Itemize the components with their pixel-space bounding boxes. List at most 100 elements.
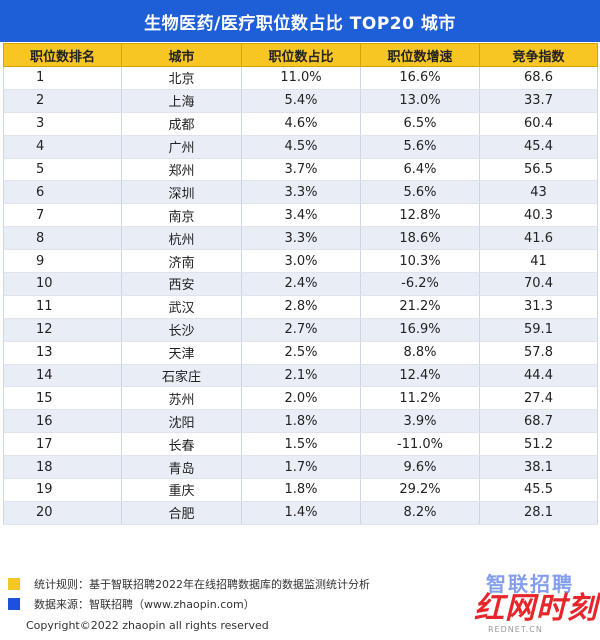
cell-share: 2.5% [241, 341, 361, 365]
cell-rank: 14 [3, 364, 122, 388]
table-row: 16 沈阳 1.8% 3.9% 68.7 [3, 409, 598, 434]
cell-rank: 17 [3, 432, 122, 457]
blue-square-icon [8, 598, 20, 610]
header-index: 竞争指数 [479, 43, 598, 67]
cell-share: 3.3% [241, 180, 361, 205]
cell-index: 45.4 [479, 135, 598, 159]
cell-growth: 16.9% [360, 318, 480, 342]
yellow-square-icon [8, 578, 20, 590]
table-row: 4 广州 4.5% 5.6% 45.4 [3, 135, 598, 159]
cell-city: 合肥 [121, 501, 242, 525]
cell-share: 3.0% [241, 249, 361, 274]
cell-city: 南京 [121, 203, 242, 228]
cell-index: 33.7 [479, 89, 598, 113]
header-city: 城市 [121, 43, 242, 67]
cell-growth: 6.5% [360, 112, 480, 136]
table-row: 5 郑州 3.7% 6.4% 56.5 [3, 158, 598, 182]
page-title: 生物医药/医疗职位数占比 TOP20 城市 [0, 0, 600, 42]
cell-city: 济南 [121, 249, 242, 274]
cell-rank: 6 [3, 180, 122, 205]
cell-share: 3.7% [241, 158, 361, 182]
table-row: 7 南京 3.4% 12.8% 40.3 [3, 203, 598, 228]
table-row: 10 西安 2.4% -6.2% 70.4 [3, 272, 598, 296]
cell-rank: 4 [3, 135, 122, 159]
cell-city: 广州 [121, 135, 242, 159]
cell-growth: 16.6% [360, 66, 480, 90]
cell-city: 天津 [121, 341, 242, 365]
cell-index: 68.7 [479, 409, 598, 434]
cell-city: 杭州 [121, 226, 242, 251]
note-source: 数据来源：智联招聘（www.zhaopin.com） [8, 594, 488, 614]
cell-rank: 18 [3, 455, 122, 480]
cell-share: 2.0% [241, 386, 361, 411]
cell-index: 59.1 [479, 318, 598, 342]
cell-index: 31.3 [479, 295, 598, 319]
note-rule-text: 统计规则：基于智联招聘2022年在线招聘数据库的数据监测统计分析 [34, 578, 370, 591]
table-row: 14 石家庄 2.1% 12.4% 44.4 [3, 364, 598, 388]
cell-index: 68.6 [479, 66, 598, 90]
cell-index: 41 [479, 249, 598, 274]
cell-index: 41.6 [479, 226, 598, 251]
cell-index: 51.2 [479, 432, 598, 457]
ranking-table: 职位数排名 城市 职位数占比 职位数增速 竞争指数 1 北京 11.0% 16.6% 6… [3, 43, 598, 525]
zhaopin-logo: 智联招聘 [486, 572, 574, 596]
cell-city: 青岛 [121, 455, 242, 480]
cell-growth: 8.8% [360, 341, 480, 365]
cell-rank: 3 [3, 112, 122, 136]
table-row: 2 上海 5.4% 13.0% 33.7 [3, 89, 598, 113]
table-row: 6 深圳 3.3% 5.6% 43 [3, 180, 598, 205]
cell-growth: 12.8% [360, 203, 480, 228]
cell-city: 长沙 [121, 318, 242, 342]
cell-rank: 8 [3, 226, 122, 251]
cell-growth: 10.3% [360, 249, 480, 274]
cell-index: 40.3 [479, 203, 598, 228]
cell-share: 3.3% [241, 226, 361, 251]
cell-growth: 21.2% [360, 295, 480, 319]
table-row: 13 天津 2.5% 8.8% 57.8 [3, 341, 598, 365]
table-row: 9 济南 3.0% 10.3% 41 [3, 249, 598, 274]
cell-rank: 11 [3, 295, 122, 319]
cell-rank: 16 [3, 409, 122, 434]
cell-index: 38.1 [479, 455, 598, 480]
cell-index: 43 [479, 180, 598, 205]
cell-city: 郑州 [121, 158, 242, 182]
table-row: 11 武汉 2.8% 21.2% 31.3 [3, 295, 598, 319]
table-row: 18 青岛 1.7% 9.6% 38.1 [3, 455, 598, 480]
cell-rank: 12 [3, 318, 122, 342]
watermark-sub: REDNET.CN [488, 625, 543, 634]
cell-index: 60.4 [479, 112, 598, 136]
cell-rank: 7 [3, 203, 122, 228]
cell-rank: 13 [3, 341, 122, 365]
cell-growth: 5.6% [360, 135, 480, 159]
cell-growth: 8.2% [360, 501, 480, 525]
cell-index: 70.4 [479, 272, 598, 296]
cell-index: 56.5 [479, 158, 598, 182]
cell-rank: 15 [3, 386, 122, 411]
cell-share: 1.8% [241, 478, 361, 502]
cell-share: 4.6% [241, 112, 361, 136]
header-rank: 职位数排名 [3, 43, 122, 67]
note-rule: 统计规则：基于智联招聘2022年在线招聘数据库的数据监测统计分析 [8, 574, 488, 594]
cell-share: 2.8% [241, 295, 361, 319]
cell-growth: 12.4% [360, 364, 480, 388]
note-source-text: 数据来源：智联招聘（www.zhaopin.com） [34, 598, 255, 611]
cell-city: 深圳 [121, 180, 242, 205]
cell-rank: 1 [3, 66, 122, 90]
table-header-row: 职位数排名 城市 职位数占比 职位数增速 竞争指数 [3, 43, 598, 67]
copyright: Copyright©2022 zhaopin all rights reserv… [26, 619, 269, 632]
cell-rank: 20 [3, 501, 122, 525]
cell-rank: 2 [3, 89, 122, 113]
cell-index: 27.4 [479, 386, 598, 411]
cell-city: 重庆 [121, 478, 242, 502]
cell-index: 28.1 [479, 501, 598, 525]
rednet-watermark: 红网时刻 REDNET.CN [474, 592, 598, 635]
cell-share: 1.7% [241, 455, 361, 480]
cell-city: 石家庄 [121, 364, 242, 388]
table-row: 15 苏州 2.0% 11.2% 27.4 [3, 386, 598, 411]
header-share: 职位数占比 [241, 43, 361, 67]
cell-index: 45.5 [479, 478, 598, 502]
header-growth: 职位数增速 [360, 43, 480, 67]
cell-index: 44.4 [479, 364, 598, 388]
cell-rank: 9 [3, 249, 122, 274]
cell-share: 2.7% [241, 318, 361, 342]
